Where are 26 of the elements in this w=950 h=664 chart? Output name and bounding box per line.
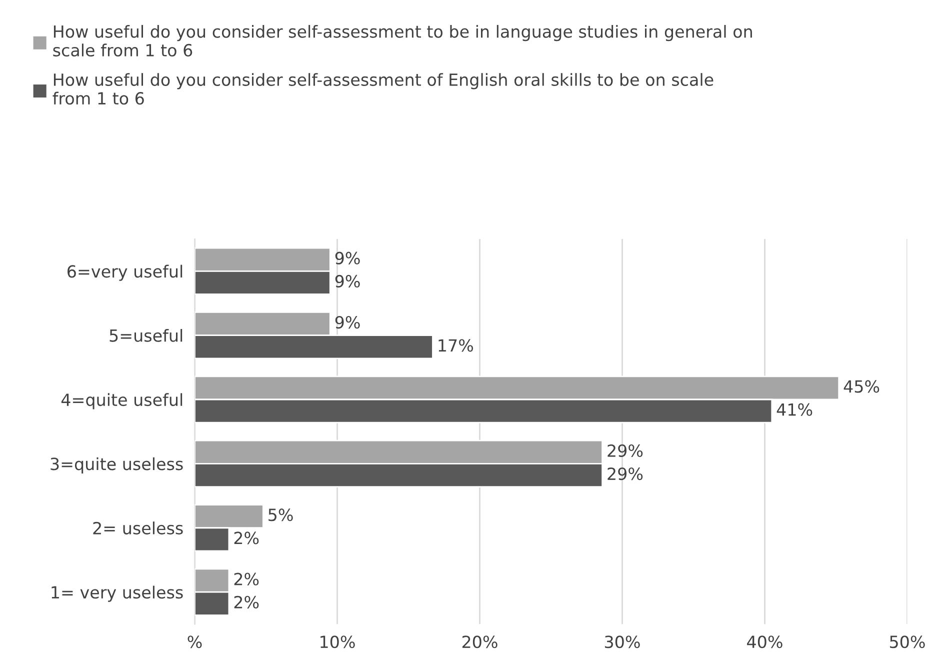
data-label: 41% xyxy=(776,403,812,416)
y-tick-label: 2= useless xyxy=(93,522,183,534)
data-label: 2% xyxy=(234,532,259,544)
y-tick-label: 5=useful xyxy=(110,328,182,342)
y-tick-label: 1= very useless xyxy=(52,586,183,602)
data-label: 9% xyxy=(335,274,360,288)
x-tick-label: % xyxy=(188,636,202,648)
legend-label: How useful do you consider self-assessment to be in language studies in general on scale from 1 to 6 xyxy=(53,24,752,57)
legend-label: How useful do you consider self-assessment of English oral skills to be on scale from 1 to 6 xyxy=(52,73,714,105)
x-tick-label: 20% xyxy=(462,636,498,648)
x-tick-label: 40% xyxy=(747,636,782,648)
y-tick-label: 4=quite useful xyxy=(61,393,182,410)
data-label: 45% xyxy=(844,380,880,393)
data-label: 5% xyxy=(268,508,293,522)
y-tick-label: 3=quite useless xyxy=(50,457,183,474)
x-tick-label: 10% xyxy=(320,636,355,648)
x-tick-label: 30% xyxy=(605,636,640,648)
data-label: 29% xyxy=(608,467,643,480)
data-label: 2% xyxy=(234,572,259,586)
data-label: 29% xyxy=(608,444,643,457)
data-label: 9% xyxy=(335,252,360,264)
y-tick-label: 6=very useful xyxy=(68,264,182,281)
data-label: 2% xyxy=(234,596,259,608)
data-label: 9% xyxy=(335,316,360,329)
data-label: 17% xyxy=(438,339,474,352)
x-tick-label: 50% xyxy=(890,636,925,648)
